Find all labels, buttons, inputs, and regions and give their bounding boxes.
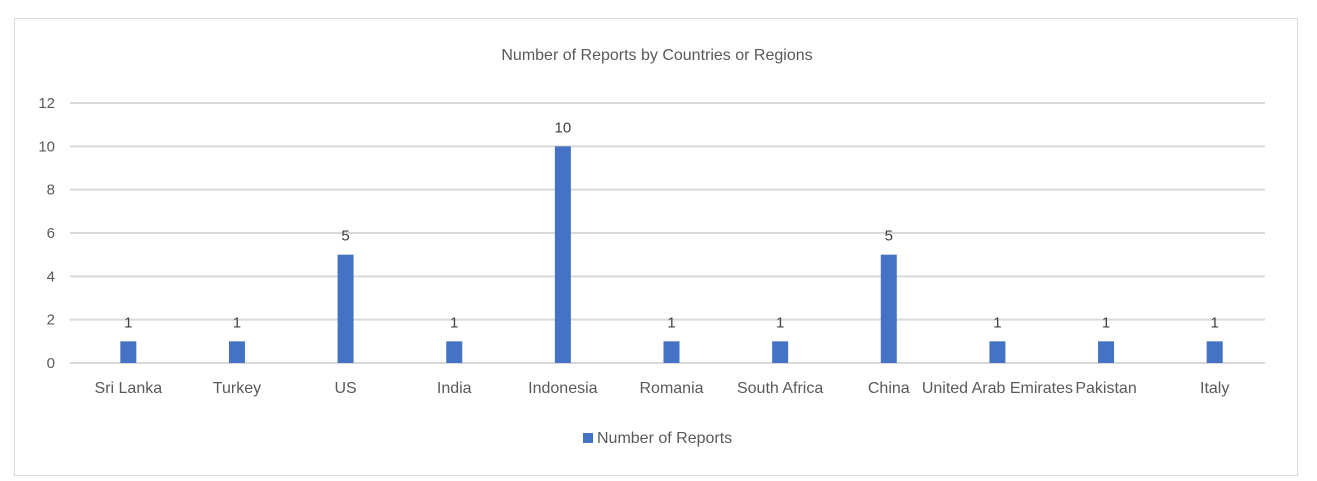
x-category-label: United Arab Emirates <box>922 380 1073 397</box>
bar <box>880 254 897 363</box>
x-axis-labels: Sri Lanka Turkey US India Indonesia Romania So… <box>95 380 1230 397</box>
data-label: 1 <box>450 314 458 331</box>
y-tick-label: 4 <box>47 268 55 285</box>
y-tick-label: 6 <box>47 225 55 242</box>
y-tick-label: 0 <box>47 355 55 372</box>
bar <box>989 341 1006 363</box>
bar <box>1206 341 1223 363</box>
data-label: 1 <box>124 314 132 331</box>
x-category-label: Indonesia <box>528 380 597 397</box>
bar <box>554 146 571 363</box>
x-category-label: US <box>334 380 356 397</box>
chart-title: Number of Reports by Countries or Region… <box>501 47 812 64</box>
data-labels: 1 1 5 1 10 1 1 5 1 1 1 <box>124 119 1219 331</box>
bar <box>337 254 354 363</box>
y-tick-label: 12 <box>38 95 55 112</box>
x-category-label: China <box>868 380 910 397</box>
data-label: 1 <box>667 314 675 331</box>
data-label: 1 <box>993 314 1001 331</box>
data-label: 1 <box>1102 314 1110 331</box>
bar <box>228 341 245 363</box>
x-category-label: Romania <box>639 380 703 397</box>
bar <box>120 341 137 363</box>
data-label: 1 <box>1211 314 1219 331</box>
legend-label: Number of Reports <box>597 430 732 447</box>
y-tick-label: 8 <box>47 182 55 199</box>
bar <box>772 341 789 363</box>
data-label: 5 <box>341 228 349 245</box>
bar <box>446 341 463 363</box>
x-category-label: Sri Lanka <box>95 380 163 397</box>
x-category-label: Pakistan <box>1075 380 1136 397</box>
x-category-label: South Africa <box>737 380 823 397</box>
bar <box>1098 341 1115 363</box>
bars <box>120 146 1223 363</box>
legend-swatch <box>583 433 593 443</box>
legend: Number of Reports <box>583 430 732 447</box>
y-axis-ticks: 0 2 4 6 8 10 12 <box>38 95 55 372</box>
y-tick-label: 10 <box>38 138 55 155</box>
x-category-label: Turkey <box>213 380 261 397</box>
x-category-label: Italy <box>1200 380 1229 397</box>
data-label: 10 <box>555 119 572 136</box>
bar <box>663 341 680 363</box>
chart-frame <box>14 18 1298 476</box>
data-label: 5 <box>885 228 893 245</box>
data-label: 1 <box>233 314 241 331</box>
x-category-label: India <box>437 380 472 397</box>
y-tick-label: 2 <box>47 312 55 329</box>
data-label: 1 <box>776 314 784 331</box>
gridlines <box>70 102 1265 364</box>
